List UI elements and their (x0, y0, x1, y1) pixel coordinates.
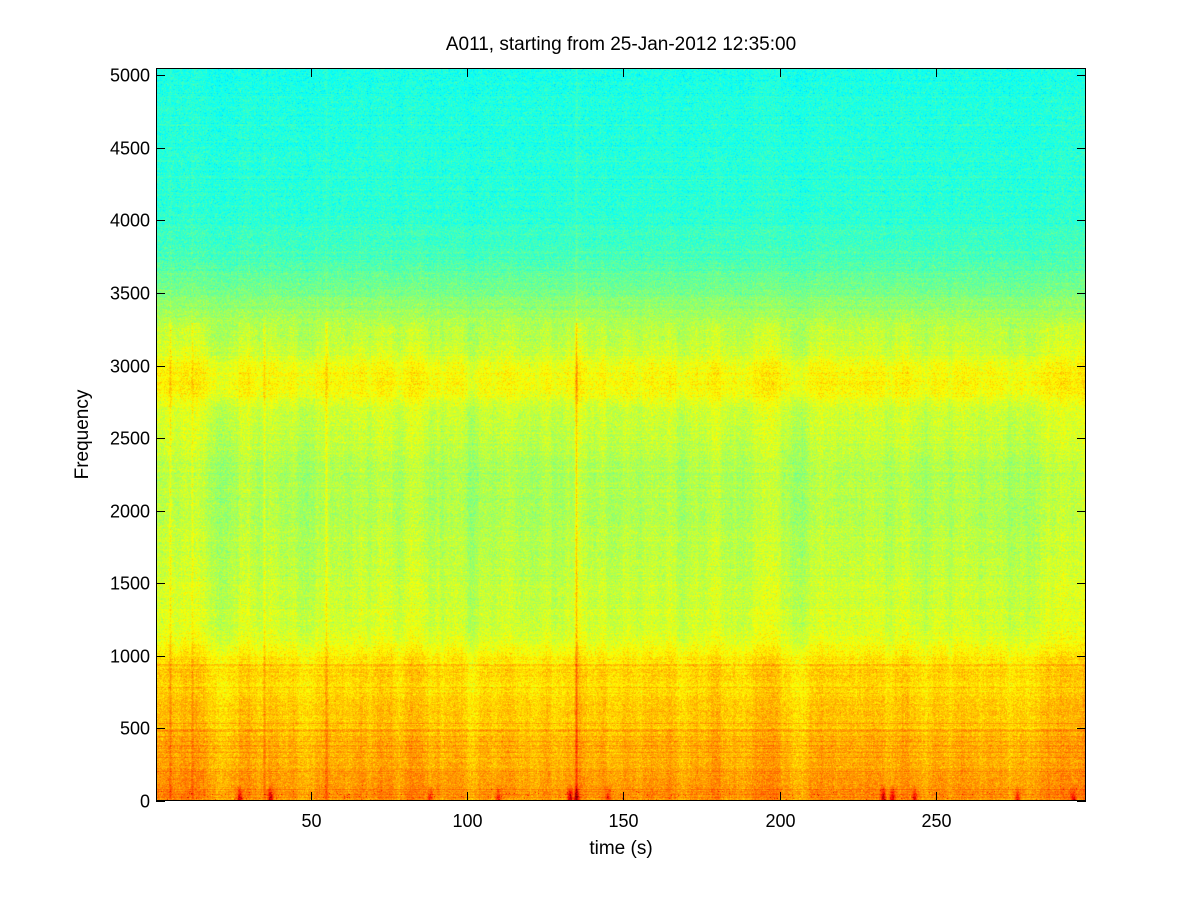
x-tick-label: 50 (301, 811, 321, 831)
spectrogram-image (156, 68, 1086, 801)
y-tick-label: 4500 (110, 139, 150, 159)
y-tick-label: 3000 (110, 357, 150, 377)
x-tick-label: 150 (608, 811, 638, 831)
y-tick-label: 1500 (110, 574, 150, 594)
y-tick-label: 500 (120, 719, 150, 739)
y-tick-label: 4000 (110, 211, 150, 231)
y-tick-label: 1000 (110, 647, 150, 667)
x-axis: 50 100 150 200 250 (301, 68, 952, 831)
x-tick-label: 100 (452, 811, 482, 831)
y-tick-label: 5000 (110, 66, 150, 86)
y-tick-label: 2000 (110, 502, 150, 522)
y-axis-label: Frequency (72, 389, 93, 479)
chart-title: A011, starting from 25-Jan-2012 12:35:00 (446, 34, 796, 55)
y-axis: 0 500 1000 1500 2000 2500 3000 3500 4000 4500 5000 (110, 66, 1086, 812)
x-tick-label: 200 (765, 811, 795, 831)
axes-frame (156, 68, 1086, 801)
x-tick-label: 250 (921, 811, 951, 831)
y-tick-label: 2500 (110, 429, 150, 449)
y-tick-label: 0 (140, 792, 150, 812)
y-tick-label: 3500 (110, 284, 150, 304)
x-axis-label: time (s) (589, 838, 652, 859)
